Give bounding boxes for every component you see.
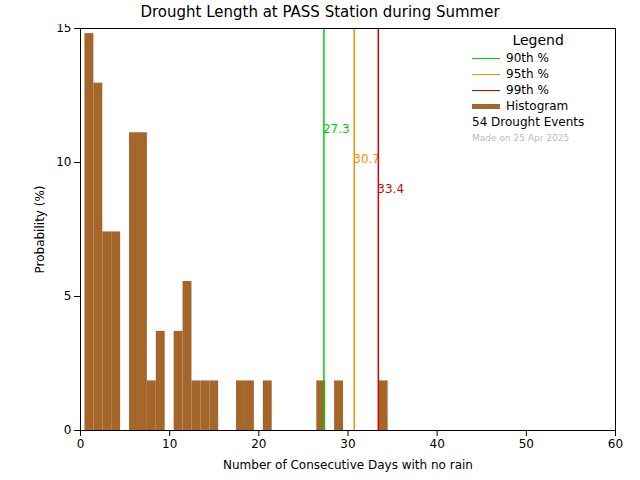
- svg-text:30: 30: [340, 437, 355, 451]
- svg-text:Number of Consecutive Days wit: Number of Consecutive Days with no rain: [223, 458, 473, 472]
- svg-text:30.7: 30.7: [353, 152, 380, 166]
- svg-text:0: 0: [77, 437, 85, 451]
- svg-text:5: 5: [64, 289, 72, 303]
- svg-text:10: 10: [162, 437, 177, 451]
- html-text:Drought Length at PASS Station: Drought Length at PASS Station during Su…: [140, 3, 500, 21]
- html-text:Histogram: Histogram: [506, 99, 569, 113]
- svg-text:50: 50: [519, 437, 534, 451]
- svg-text:0: 0: [64, 423, 72, 437]
- svg-text:40: 40: [430, 437, 445, 451]
- svg-text:27.3: 27.3: [323, 122, 350, 136]
- html-text:99th %: 99th %: [506, 83, 549, 97]
- html-text:90th %: 90th %: [506, 51, 549, 65]
- svg-text:Probability (%): Probability (%): [33, 185, 47, 273]
- svg-text:15: 15: [56, 24, 71, 35]
- svg-text:20: 20: [251, 437, 266, 451]
- svg-text:10: 10: [56, 155, 71, 169]
- svg-text:33.4: 33.4: [377, 182, 404, 196]
- html-text:95th %: 95th %: [506, 67, 549, 81]
- html-text:Legend: Legend: [512, 32, 564, 48]
- html-text:54 Drought Events: 54 Drought Events: [472, 115, 585, 129]
- html-text:Made on 25 Apr 2025: Made on 25 Apr 2025: [472, 133, 570, 143]
- svg-text:60: 60: [608, 437, 623, 451]
